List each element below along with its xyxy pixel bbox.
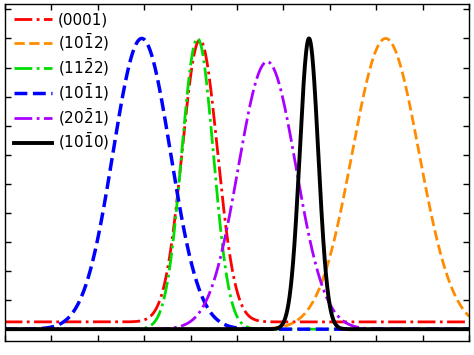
(10$\bar{1}$2) — [383, 36, 389, 40]
(11$\bar{2}$2) — [187, 72, 192, 77]
(0001) — [22, 320, 27, 324]
(10$\bar{1}$2) — [22, 327, 27, 331]
Line: (20$\bar{2}$1): (20$\bar{2}$1) — [0, 62, 474, 329]
Line: (11$\bar{2}$2): (11$\bar{2}$2) — [0, 38, 474, 329]
(11$\bar{2}$2) — [22, 327, 27, 331]
(10$\bar{1}$1) — [139, 36, 145, 40]
(10$\bar{1}$0) — [187, 327, 192, 331]
(20$\bar{2}$1) — [158, 327, 164, 331]
(11$\bar{2}$2) — [158, 306, 164, 311]
(0001) — [158, 294, 164, 298]
(20$\bar{2}$1) — [264, 60, 270, 64]
(0001) — [187, 83, 192, 87]
(11$\bar{2}$2) — [195, 36, 201, 40]
(10$\bar{1}$2) — [158, 327, 164, 331]
Legend: (0001), (10$\bar{1}$2), (11$\bar{2}$2), (10$\bar{1}$1), (20$\bar{2}$1), (10$\bar: (0001), (10$\bar{1}$2), (11$\bar{2}$2), … — [9, 8, 114, 157]
(10$\bar{1}$1) — [159, 97, 164, 101]
Line: (10$\bar{1}$2): (10$\bar{1}$2) — [0, 38, 474, 329]
Line: (10$\bar{1}$1): (10$\bar{1}$1) — [0, 38, 474, 329]
Line: (0001): (0001) — [0, 40, 474, 322]
(20$\bar{2}$1) — [187, 320, 192, 324]
(10$\bar{1}$0) — [158, 327, 164, 331]
Line: (10$\bar{1}$0): (10$\bar{1}$0) — [0, 38, 474, 329]
(10$\bar{1}$1) — [22, 327, 27, 331]
(10$\bar{1}$2) — [187, 327, 192, 331]
(0001) — [197, 38, 203, 42]
(10$\bar{1}$0) — [22, 327, 27, 331]
(20$\bar{2}$1) — [22, 327, 27, 331]
(10$\bar{1}$1) — [187, 254, 192, 258]
(10$\bar{1}$0) — [306, 36, 312, 40]
